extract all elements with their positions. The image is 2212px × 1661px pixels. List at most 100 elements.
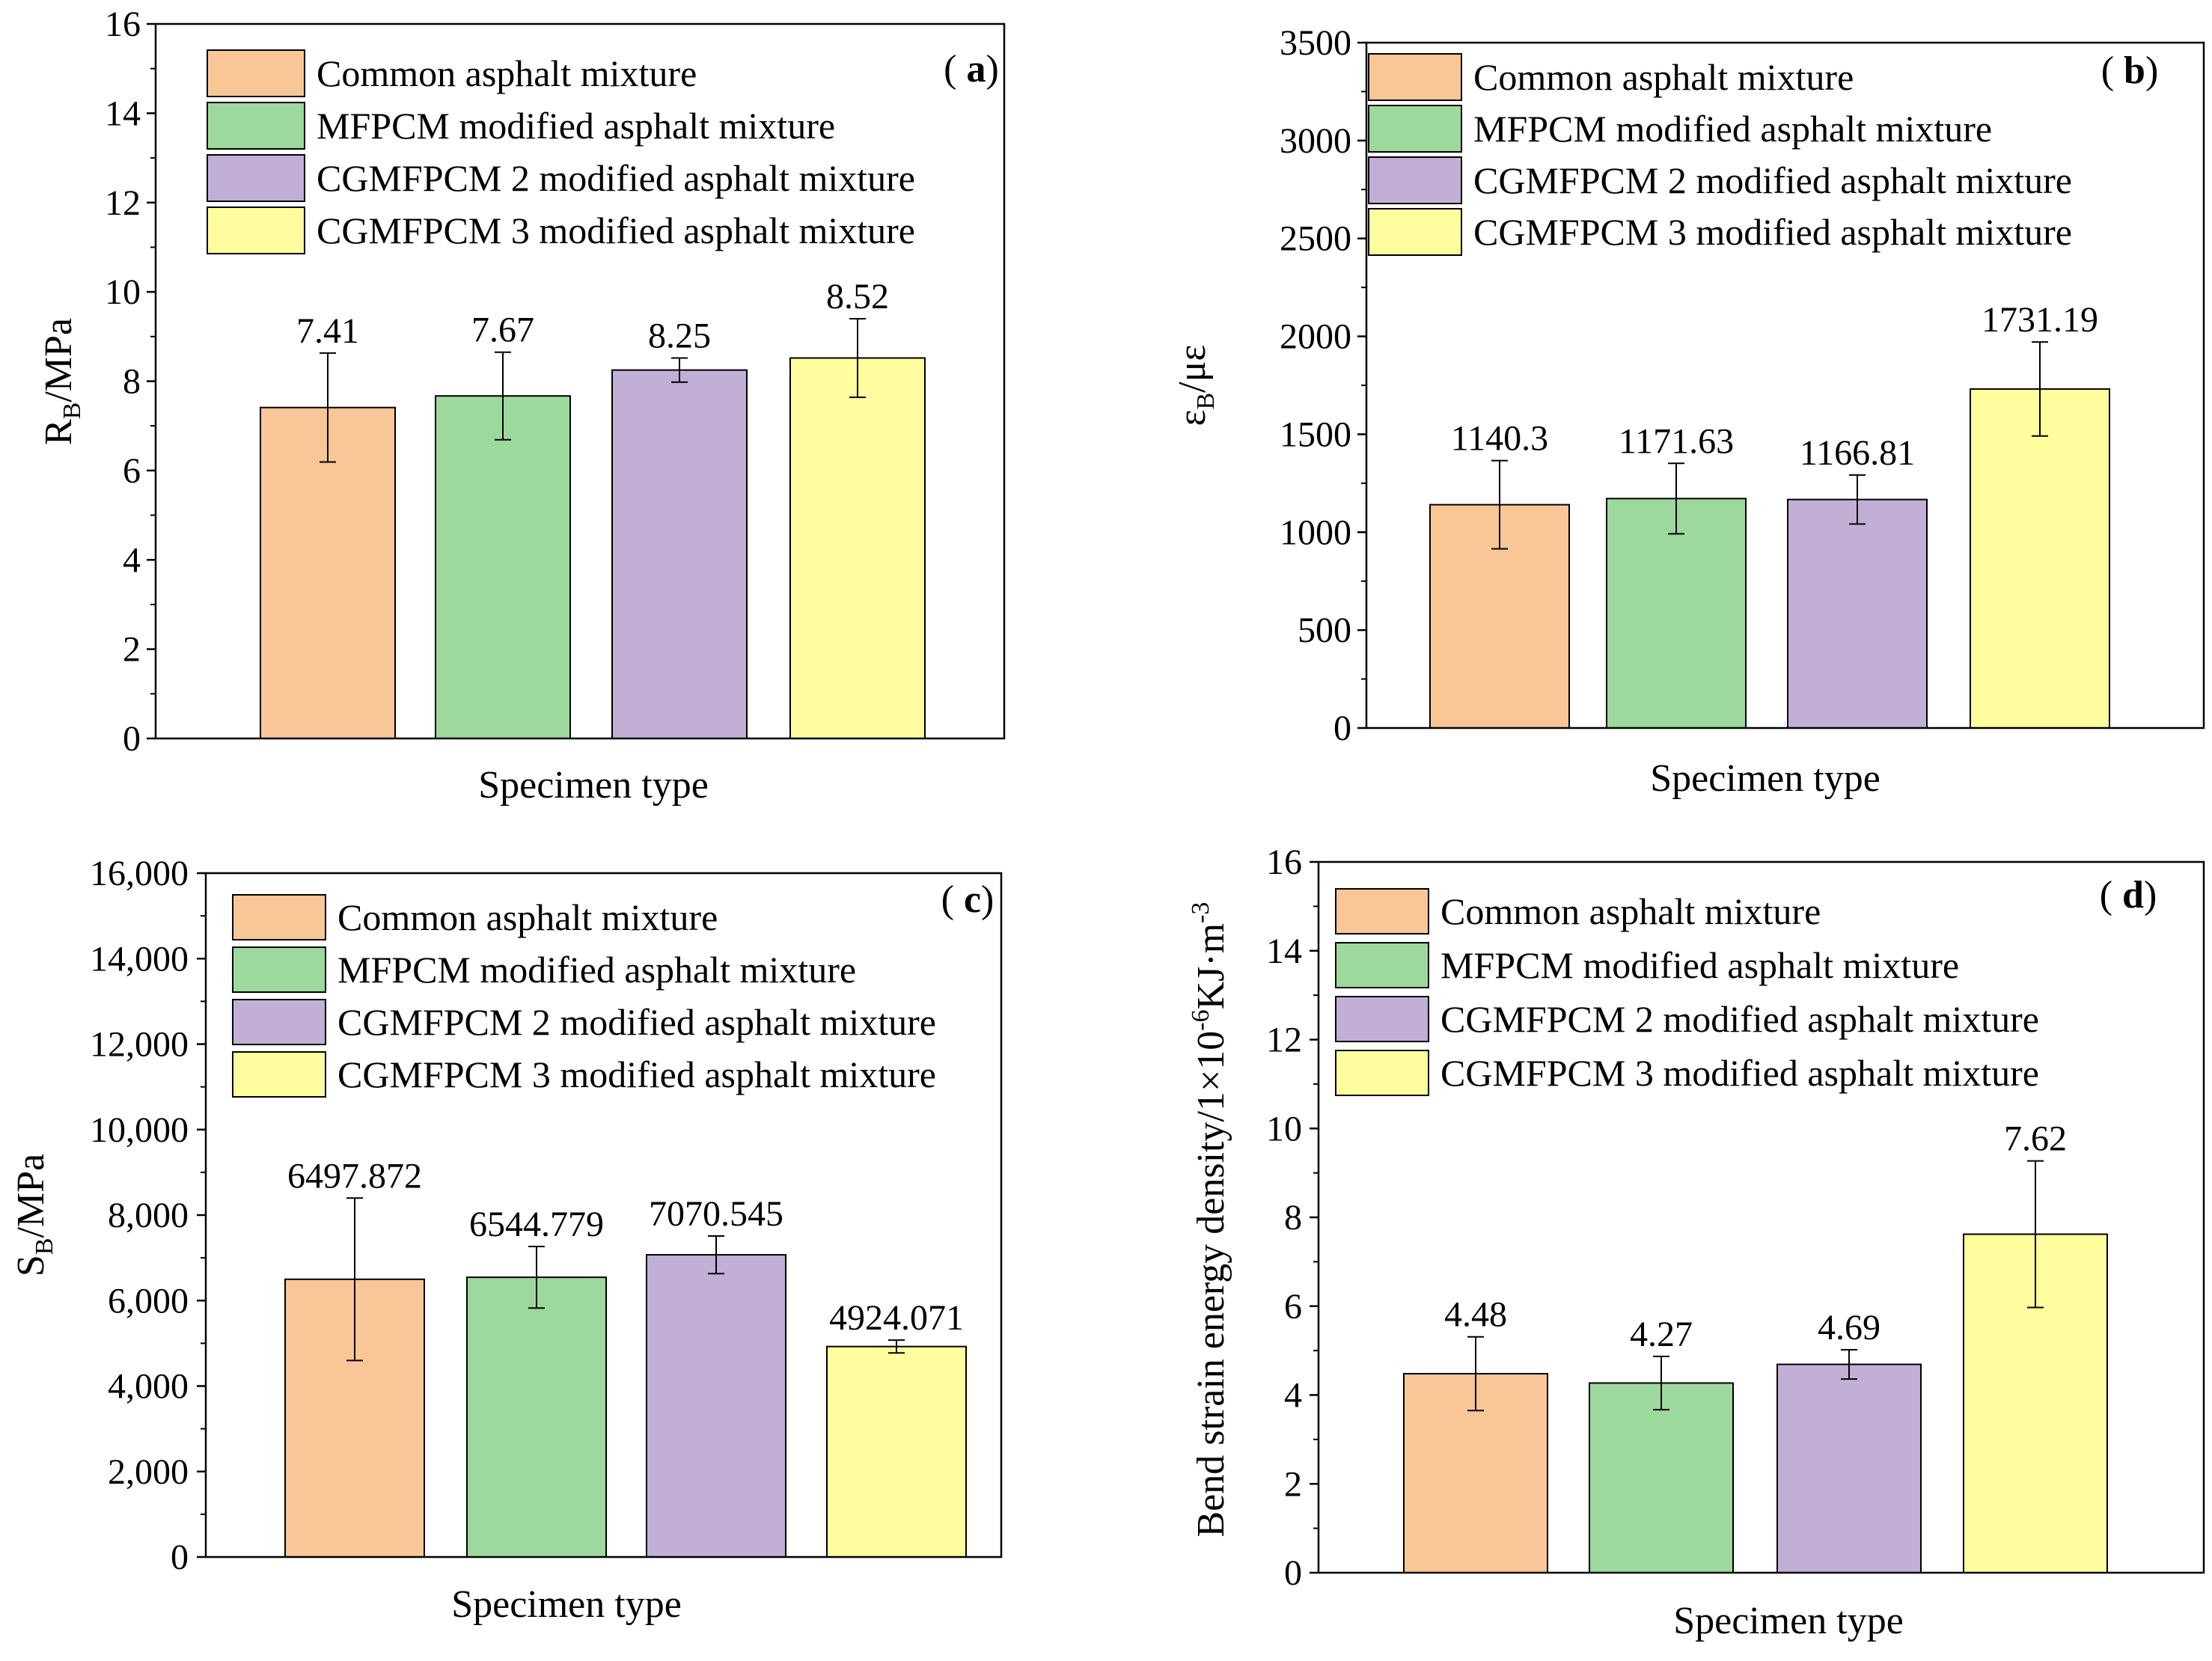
legend-swatch bbox=[207, 102, 305, 150]
legend-swatch bbox=[207, 154, 305, 202]
data-label: 4.69 bbox=[1818, 1308, 1880, 1348]
y-tick-label: 10 bbox=[105, 272, 141, 312]
data-label: 1140.3 bbox=[1451, 419, 1548, 459]
error-bar bbox=[2027, 1160, 2044, 1309]
legend: Common asphalt mixture MFPCM modified asp… bbox=[1368, 53, 2072, 256]
chart-panel-c: 6497.872 6544.779 7070.545 4924.071 0 2,000 4,… bbox=[10, 854, 1003, 1626]
y-tick-label: 2000 bbox=[1280, 317, 1351, 357]
legend-label: CGMFPCM 2 modified asphalt mixture bbox=[317, 157, 915, 199]
y-axis-label-part: /με bbox=[1171, 345, 1214, 393]
y-tick-label: 6 bbox=[123, 451, 141, 491]
error-bar bbox=[708, 1235, 724, 1275]
data-label: 1731.19 bbox=[1982, 300, 2098, 340]
legend-label: Common asphalt mixture bbox=[337, 896, 718, 938]
y-tick-label: 10,000 bbox=[90, 1110, 189, 1150]
y-axis-label-part: /MPa bbox=[37, 318, 80, 403]
data-label: 1166.81 bbox=[1800, 433, 1915, 473]
legend-swatch bbox=[207, 207, 305, 254]
y-axis-label-part: B bbox=[31, 1238, 58, 1255]
error-bar bbox=[1491, 459, 1508, 550]
y-tick-label: 10 bbox=[1266, 1109, 1302, 1148]
y-tick-label: 4,000 bbox=[108, 1367, 189, 1407]
y-axis-label: SB/MPa bbox=[10, 1154, 58, 1276]
y-axis-label-part: ε bbox=[1171, 410, 1214, 426]
legend-swatch bbox=[207, 49, 305, 97]
data-label: 8.25 bbox=[648, 316, 711, 355]
y-tick-label: 14 bbox=[105, 94, 141, 133]
y-tick-label: 2 bbox=[1284, 1464, 1302, 1504]
legend-swatch bbox=[1368, 105, 1462, 153]
error-bar bbox=[1467, 1336, 1484, 1412]
panel-label-paren-open: ( bbox=[2101, 49, 2124, 92]
y-tick-label: 2,000 bbox=[108, 1452, 189, 1492]
legend-label: MFPCM modified asphalt mixture bbox=[337, 949, 856, 991]
y-tick-label: 0 bbox=[171, 1538, 189, 1577]
legend-label: CGMFPCM 2 modified asphalt mixture bbox=[337, 1001, 936, 1043]
panel-label-letter: d bbox=[2122, 874, 2144, 917]
bar bbox=[1776, 1363, 1922, 1573]
data-label: 7.41 bbox=[296, 311, 359, 351]
y-axis-label-part: KJ·m bbox=[1190, 923, 1232, 1010]
y-axis-label: Bend strain energy density/1×10-6KJ·m-3 bbox=[1187, 902, 1232, 1537]
data-label: 8.52 bbox=[826, 277, 889, 316]
legend-swatch bbox=[232, 894, 326, 940]
y-tick-label: 3500 bbox=[1280, 23, 1351, 63]
panel-label: ( d) bbox=[2100, 874, 2157, 917]
y-tick-label: 0 bbox=[123, 719, 141, 759]
legend-label: CGMFPCM 2 modified asphalt mixture bbox=[1440, 998, 2039, 1040]
y-tick-label: 4 bbox=[1284, 1376, 1302, 1416]
error-bar bbox=[1841, 1348, 1857, 1380]
x-axis-label: Specimen type bbox=[1673, 1600, 1904, 1642]
y-axis-label-part: -6 bbox=[1187, 1009, 1215, 1030]
y-tick-label: 2500 bbox=[1280, 219, 1351, 259]
y-tick-label: 12 bbox=[1266, 1021, 1302, 1060]
y-axis-label-part: -3 bbox=[1187, 902, 1215, 923]
error-bar bbox=[320, 352, 336, 463]
legend-label: Common asphalt mixture bbox=[317, 52, 697, 94]
legend-label: CGMFPCM 3 modified asphalt mixture bbox=[317, 209, 915, 251]
error-bar bbox=[888, 1339, 905, 1354]
data-label: 4.27 bbox=[1630, 1315, 1693, 1354]
x-axis-label: Specimen type bbox=[451, 1583, 682, 1626]
error-bar bbox=[346, 1197, 363, 1362]
panel-label-paren-open: ( bbox=[2100, 874, 2122, 917]
bar bbox=[435, 395, 571, 740]
data-label: 6544.779 bbox=[469, 1205, 604, 1244]
legend-label: CGMFPCM 2 modified asphalt mixture bbox=[1473, 159, 2072, 201]
y-tick-label: 6 bbox=[1284, 1287, 1302, 1327]
error-bar bbox=[2032, 341, 2048, 437]
panel-label-paren-close: ) bbox=[986, 48, 999, 91]
legend: Common asphalt mixture MFPCM modified asp… bbox=[232, 894, 936, 1098]
x-axis-label: Specimen type bbox=[478, 764, 709, 807]
legend-label: Common asphalt mixture bbox=[1473, 56, 1854, 98]
bar bbox=[826, 1345, 967, 1558]
panel-label: ( c) bbox=[941, 878, 995, 921]
y-tick-label: 8 bbox=[123, 362, 141, 402]
data-label: 6497.872 bbox=[287, 1156, 422, 1196]
y-tick-label: 0 bbox=[1333, 709, 1351, 748]
legend-swatch bbox=[1335, 996, 1429, 1042]
y-axis-label-part: Bend strain energy density/1×10 bbox=[1190, 1031, 1232, 1538]
panel-label: ( b) bbox=[2101, 49, 2159, 92]
error-bar bbox=[671, 357, 688, 383]
legend: Common asphalt mixture MFPCM modified asp… bbox=[1335, 888, 2039, 1096]
y-axis-label-part: B bbox=[1192, 393, 1220, 410]
y-tick-label: 16 bbox=[105, 4, 141, 44]
bar bbox=[789, 357, 926, 739]
legend-swatch bbox=[232, 999, 326, 1045]
legend-label: Common asphalt mixture bbox=[1440, 890, 1821, 932]
legend-swatch bbox=[232, 1051, 326, 1098]
panel-label-paren-close: ) bbox=[2145, 49, 2158, 92]
panel-label-paren-open: ( bbox=[944, 48, 966, 91]
legend-label: CGMFPCM 3 modified asphalt mixture bbox=[1440, 1052, 2039, 1094]
y-tick-label: 2 bbox=[123, 630, 141, 670]
data-label: 7.62 bbox=[2004, 1119, 2067, 1159]
legend-swatch bbox=[1368, 156, 1462, 204]
y-tick-label: 16 bbox=[1266, 842, 1302, 882]
error-bar bbox=[528, 1245, 545, 1309]
y-tick-label: 6,000 bbox=[108, 1281, 189, 1321]
y-tick-label: 1000 bbox=[1280, 513, 1351, 552]
y-axis-label-part: /MPa bbox=[10, 1154, 52, 1238]
y-tick-label: 3000 bbox=[1280, 121, 1351, 161]
